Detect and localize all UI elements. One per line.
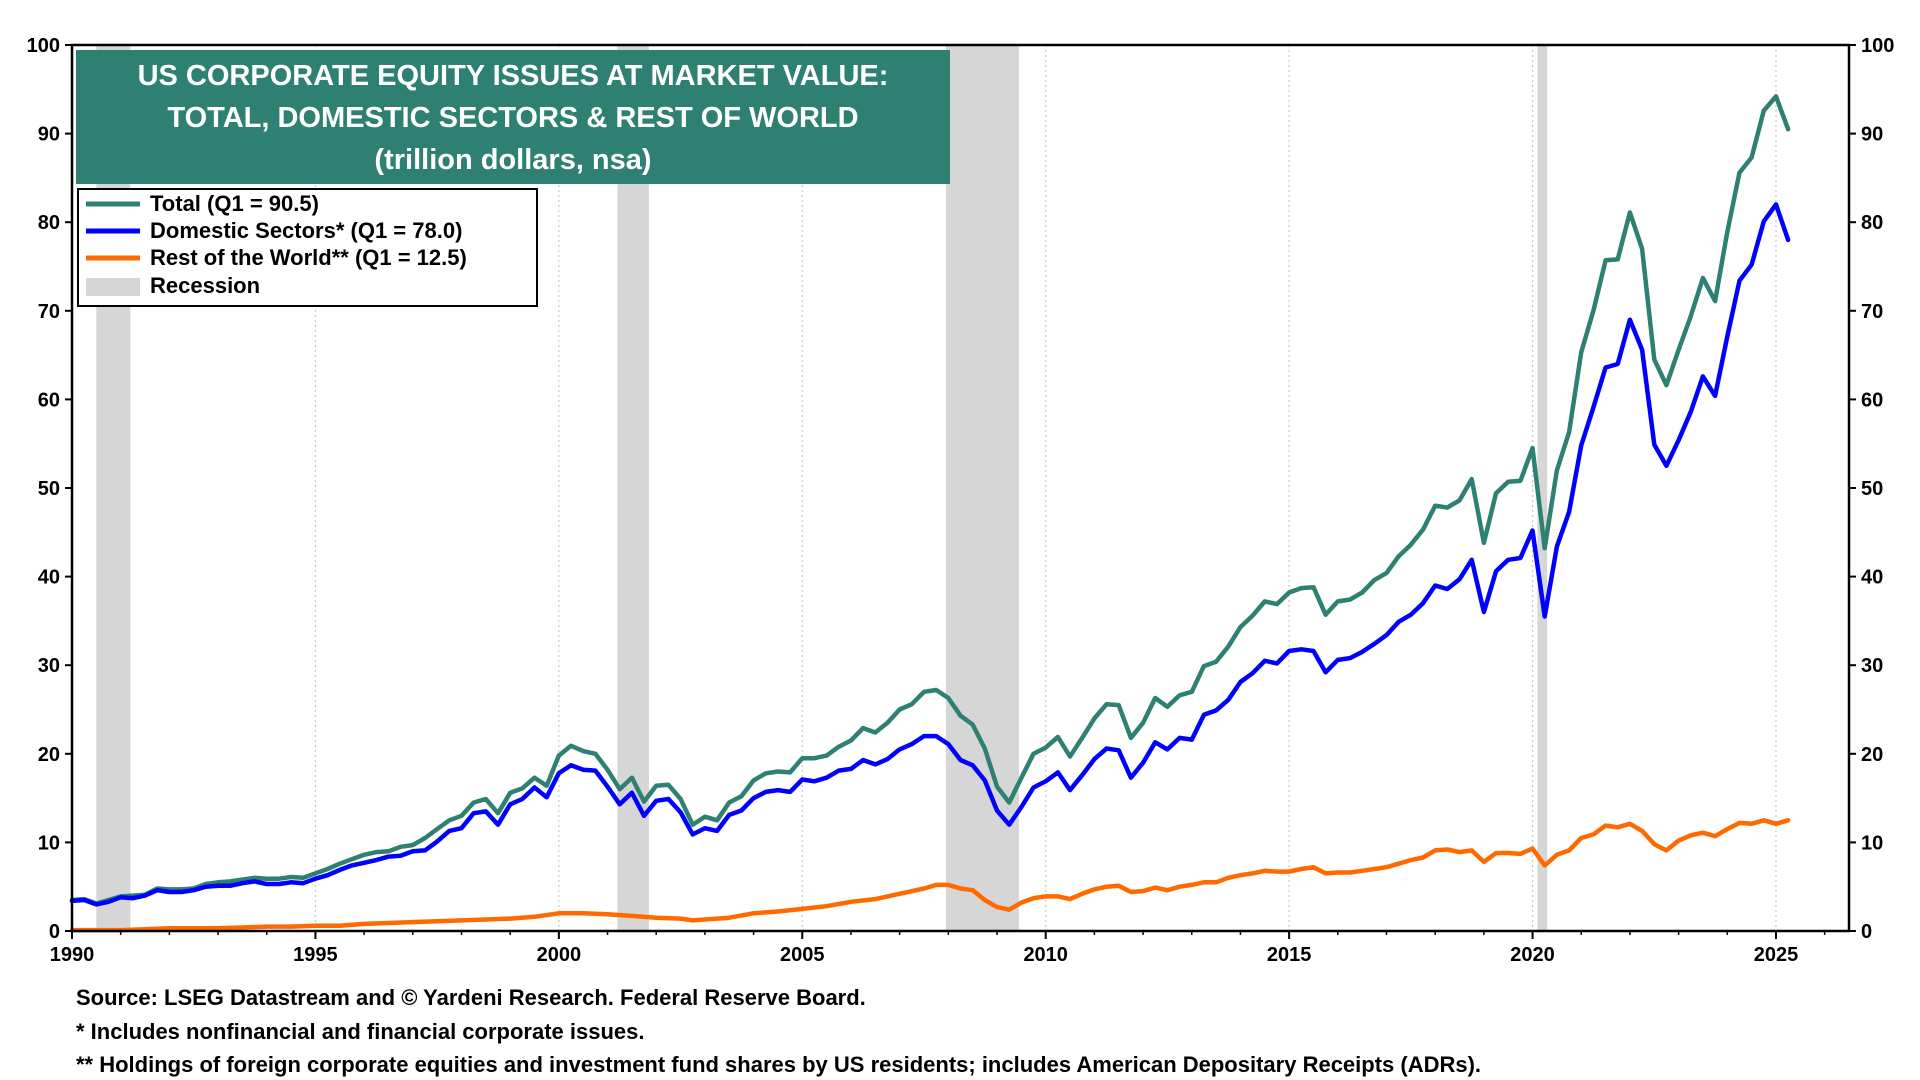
y-tick-label-right-60: 60	[1861, 389, 1883, 411]
x-tick-label-2015: 2015	[1267, 944, 1312, 966]
y-tick-label-left-80: 80	[38, 212, 60, 234]
y-tick-label-left-20: 20	[38, 744, 60, 766]
legend: Total (Q1 = 90.5) Domestic Sectors* (Q1 …	[77, 188, 538, 307]
x-tick-label-2020: 2020	[1510, 944, 1555, 966]
y-tick-label-left-30: 30	[38, 655, 60, 677]
y-tick-label-right-10: 10	[1861, 832, 1883, 854]
series-line-domestic	[69, 202, 1791, 907]
x-tick-label-1995: 1995	[293, 944, 338, 966]
y-tick-label-right-0: 0	[1861, 921, 1872, 943]
series-lines	[69, 94, 1791, 933]
x-tick-label-2000: 2000	[537, 944, 582, 966]
footnote-domestic: * Includes nonfinancial and financial co…	[76, 1019, 645, 1044]
recession-band-3	[945, 45, 1019, 931]
legend-label-rest-of-world: Rest of the World** (Q1 = 12.5)	[150, 245, 467, 270]
y-tick-label-right-20: 20	[1861, 744, 1883, 766]
legend-label-total: Total (Q1 = 90.5)	[150, 191, 319, 216]
series-line-rest-of-world	[69, 818, 1791, 933]
y-tick-label-left-50: 50	[38, 478, 60, 500]
y-tick-label-left-60: 60	[38, 389, 60, 411]
y-tick-label-left-70: 70	[38, 301, 60, 323]
y-tick-label-right-70: 70	[1861, 301, 1883, 323]
legend-label-domestic: Domestic Sectors* (Q1 = 78.0)	[150, 218, 462, 243]
x-tick-label-2025: 2025	[1754, 944, 1799, 966]
y-tick-label-left-100: 100	[27, 35, 60, 57]
y-tick-label-right-50: 50	[1861, 478, 1883, 500]
y-tick-label-right-30: 30	[1861, 655, 1883, 677]
x-tick-label-2010: 2010	[1023, 944, 1068, 966]
source-note: Source: LSEG Datastream and © Yardeni Re…	[76, 985, 866, 1010]
chart-title-box: US CORPORATE EQUITY ISSUES AT MARKET VAL…	[76, 50, 950, 184]
y-tick-label-right-40: 40	[1861, 567, 1883, 589]
legend-swatch-recession	[86, 278, 140, 296]
chart-title-line-2: TOTAL, DOMESTIC SECTORS & REST OF WORLD	[167, 102, 858, 134]
footnote-rest-of-world: ** Holdings of foreign corporate equitie…	[76, 1052, 1482, 1077]
series-line-total	[69, 94, 1791, 906]
y-tick-label-left-10: 10	[38, 832, 60, 854]
legend-label-recession: Recession	[150, 273, 260, 298]
legend-frame	[77, 188, 538, 307]
chart-title-line-3: (trillion dollars, nsa)	[374, 144, 651, 176]
x-tick-label-1990: 1990	[50, 944, 95, 966]
y-tick-label-right-90: 90	[1861, 124, 1883, 146]
y-tick-label-right-80: 80	[1861, 212, 1883, 234]
x-tick-label-2005: 2005	[780, 944, 825, 966]
recession-band-4	[1537, 45, 1548, 931]
y-tick-label-left-90: 90	[38, 124, 60, 146]
y-tick-label-left-0: 0	[49, 921, 60, 943]
chart-title-line-1: US CORPORATE EQUITY ISSUES AT MARKET VAL…	[138, 60, 889, 92]
y-tick-label-right-100: 100	[1861, 35, 1894, 57]
title-background	[76, 50, 950, 184]
y-tick-label-left-40: 40	[38, 567, 60, 589]
